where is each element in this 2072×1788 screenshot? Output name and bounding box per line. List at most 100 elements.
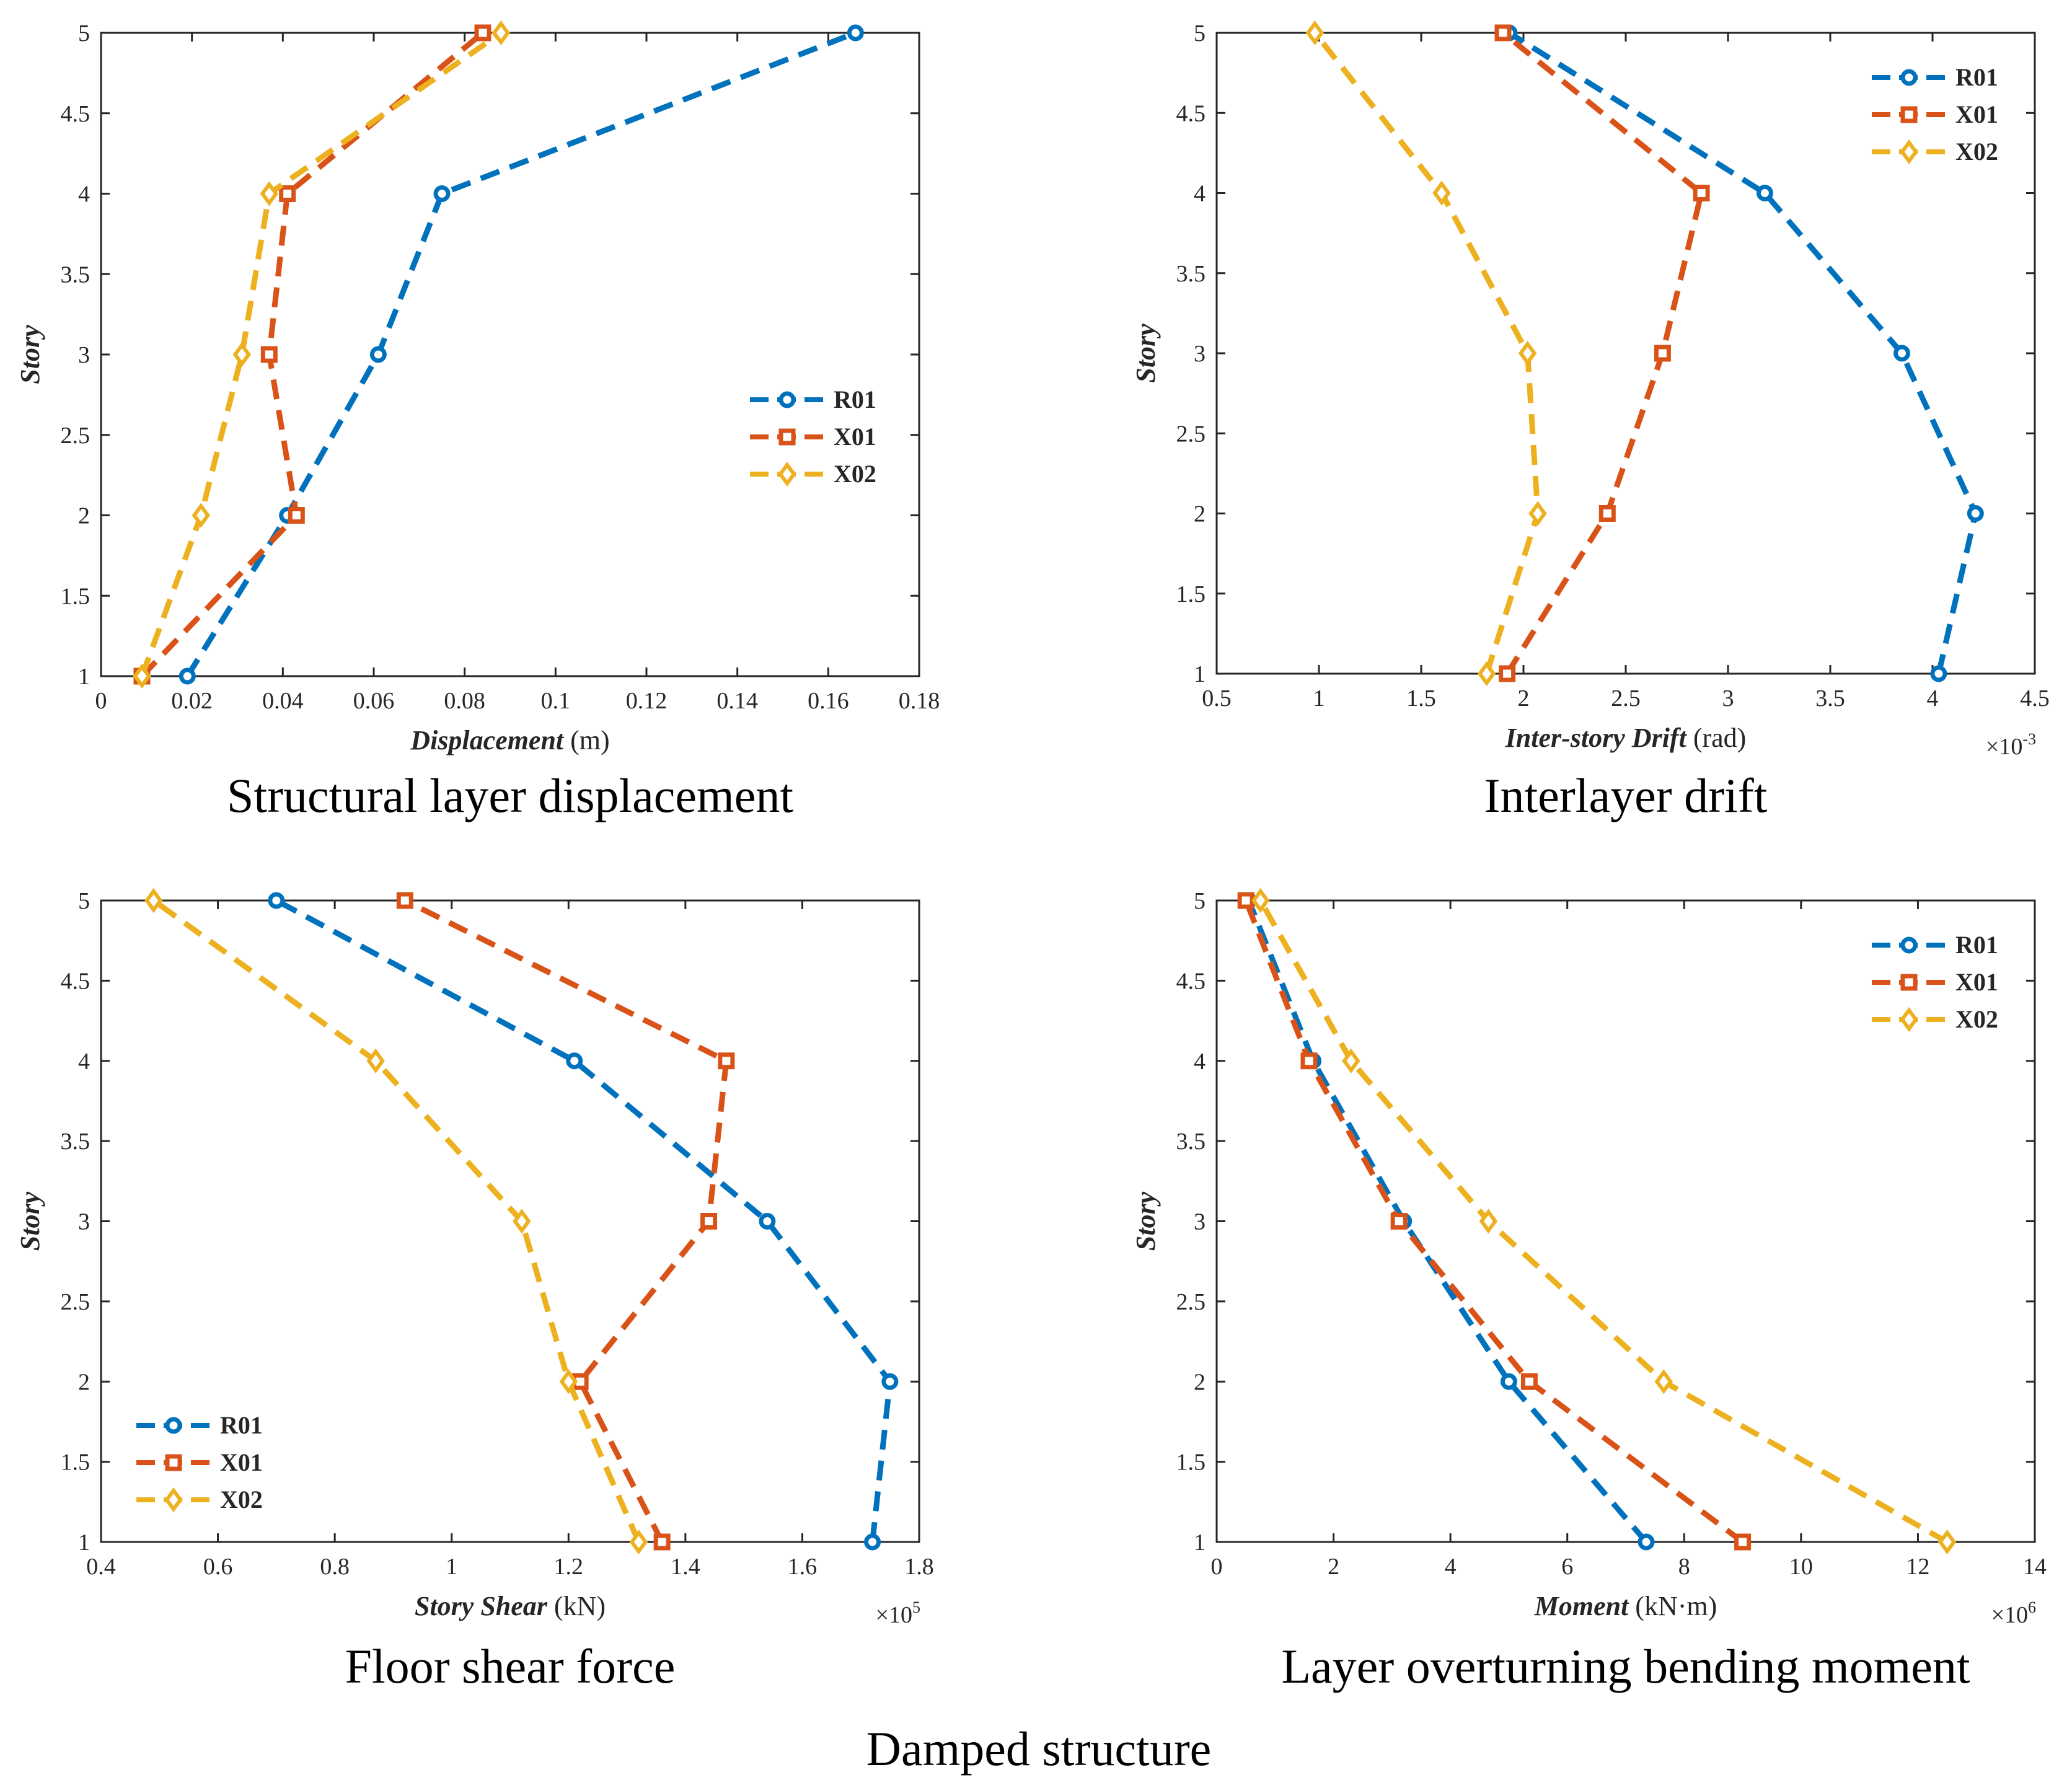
data-point-x01: [1693, 185, 1710, 201]
data-point-x02: [144, 887, 163, 914]
y-tick-label: 2: [78, 503, 90, 529]
data-point-r01: [433, 185, 451, 202]
y-tick-label: 2.5: [1176, 421, 1206, 447]
series-line-r01: [1507, 30, 1978, 675]
y-tick-label: 3.5: [61, 1129, 90, 1155]
data-point-x01: [260, 346, 278, 363]
data-point-x01: [279, 185, 296, 202]
y-tick-label: 3.5: [61, 262, 90, 288]
series-line-x02: [1258, 899, 1949, 1544]
data-point-x02: [366, 1048, 385, 1073]
x-tick-label: 2: [1518, 685, 1530, 711]
x-tick-label: 1.8: [904, 1554, 934, 1580]
y-tick-label: 4.5: [1176, 968, 1206, 994]
legend-label-r01: R01: [1955, 931, 1998, 959]
series-line-r01: [185, 30, 857, 678]
x-tick-label: 0.6: [203, 1554, 233, 1580]
axis-multiplier-base: ×10: [1986, 734, 2022, 760]
data-point-r01: [1930, 665, 1947, 682]
data-point-x02: [492, 20, 511, 46]
x-tick-label: 4.5: [2020, 685, 2050, 711]
y-tick-label: 3: [78, 342, 90, 368]
x-axis-label-name: Inter-story Drift: [1505, 723, 1688, 753]
legend-marker-x01: [1900, 106, 1918, 123]
y-tick-label: 3.5: [1176, 261, 1206, 287]
legend: R01 X01 X02: [750, 385, 876, 488]
x-tick-label: 0.04: [262, 688, 304, 714]
data-point-x01: [1654, 345, 1671, 362]
axis-multiplier: ×10-3: [1986, 730, 2036, 760]
y-tick-label: 2.5: [1176, 1289, 1206, 1315]
x-tick-label: 0.18: [899, 688, 940, 714]
chart-panel-shear: 0.4 0.6 0.8 1 1.2 1.4 1.6 1.8 1 1.5 2 2.5 3 3.5 4 4.5 5 S…: [15, 887, 934, 1693]
y-tick-label: 5: [1194, 20, 1206, 46]
plot-area-frame: [1215, 899, 2036, 1543]
y-tick-label: 5: [78, 888, 90, 914]
legend-marker-r01: [1900, 69, 1918, 86]
x-tick-label: 0.16: [808, 688, 849, 714]
x-axis-label-unit: (m): [563, 725, 610, 755]
data-point-x02: [1479, 1209, 1498, 1234]
y-tick-label: 2: [1194, 1369, 1206, 1395]
y-tick-label: 3: [78, 1209, 90, 1235]
data-point-x01: [1494, 24, 1512, 42]
data-point-x01: [288, 507, 305, 524]
x-axis-label-name: Moment: [1534, 1591, 1629, 1621]
y-tick-label: 4.5: [61, 968, 90, 994]
y-tick-label: 4: [1194, 1049, 1206, 1075]
plot-area-frame: [100, 899, 920, 1543]
x-tick-label: 12: [1906, 1554, 1929, 1580]
data-point-r01: [1638, 1533, 1655, 1551]
data-point-x01: [700, 1213, 718, 1230]
y-tick-label: 3: [1194, 341, 1206, 367]
legend-label-x01: X01: [834, 423, 876, 451]
x-tick-label: 4: [1445, 1554, 1457, 1580]
legend-label-x01: X01: [220, 1448, 263, 1476]
axis-multiplier-base: ×10: [876, 1602, 912, 1628]
data-point-x01: [653, 1533, 671, 1551]
legend: R01 X01 X02: [136, 1411, 263, 1513]
legend-label-x01: X01: [1955, 100, 1998, 128]
legend-marker-x02: [164, 1487, 183, 1513]
x-tick-label: 0: [95, 688, 107, 714]
legend-marker-r01: [1900, 936, 1918, 954]
axis-multiplier-exponent: -3: [2022, 730, 2036, 748]
axis-multiplier: ×106: [1991, 1598, 2036, 1628]
data-point-r01: [1893, 345, 1910, 362]
x-tick-label: 0.1: [541, 688, 571, 714]
data-point-r01: [369, 346, 387, 363]
legend-marker-x02: [1900, 139, 1918, 165]
x-axis-label: Story Shear (kN): [415, 1591, 606, 1621]
y-tick-label: 2: [78, 1369, 90, 1395]
x-axis-label: Moment (kN·m): [1534, 1591, 1717, 1621]
data-point-x02: [1528, 501, 1547, 526]
panel-caption: Layer overturning bending moment: [1281, 1639, 1970, 1693]
x-tick-label: 1.2: [554, 1554, 584, 1580]
plot-area-frame: [100, 32, 920, 677]
legend-marker-x01: [165, 1454, 182, 1471]
x-tick-label: 3.5: [1815, 685, 1845, 711]
y-axis-label: Story: [1131, 324, 1161, 383]
x-tick-label: 0.02: [171, 688, 213, 714]
legend: R01 X01 X02: [1872, 931, 1998, 1033]
legend-marker-x01: [1900, 974, 1918, 991]
legend-marker-x02: [778, 461, 796, 487]
x-axis-label-name: Story Shear: [415, 1591, 548, 1621]
data-point-r01: [566, 1052, 583, 1070]
data-point-x02: [1305, 20, 1325, 46]
x-axis-label: Inter-story Drift (rad): [1505, 723, 1747, 753]
data-point-r01: [179, 667, 196, 685]
axis-multiplier-base: ×10: [1991, 1602, 2028, 1628]
x-tick-label: 0.12: [626, 688, 668, 714]
legend-label-x02: X02: [220, 1486, 263, 1513]
legend-marker-r01: [778, 391, 796, 408]
y-tick-label: 5: [1194, 888, 1206, 914]
x-tick-label: 0.06: [353, 688, 395, 714]
x-tick-label: 0.8: [320, 1554, 350, 1580]
series-line-x02: [139, 30, 503, 677]
x-tick-label: 1.4: [671, 1554, 700, 1580]
y-tick-label: 3.5: [1176, 1129, 1206, 1155]
data-point-x01: [1237, 892, 1254, 909]
data-point-x02: [133, 663, 151, 689]
x-tick-label: 2.5: [1611, 685, 1641, 711]
